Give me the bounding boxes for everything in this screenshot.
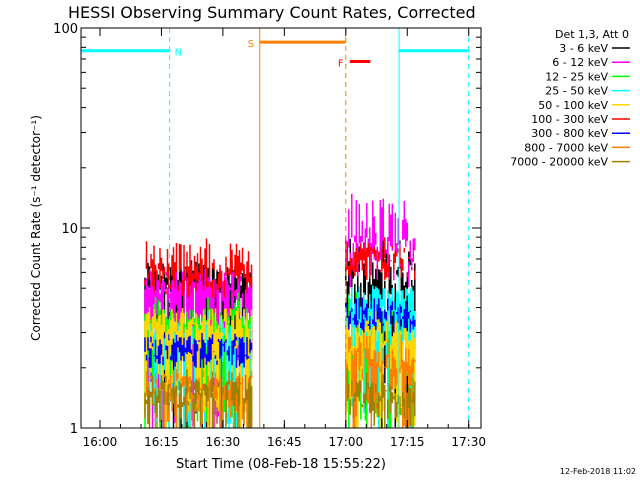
legend-label-7: 800 - 7000 keV (524, 141, 608, 154)
legend-label-3: 25 - 50 keV (545, 85, 608, 98)
x-tick-label-4: 17:00 (329, 435, 364, 449)
legend-label-8: 7000 - 20000 keV (510, 156, 608, 169)
x-tick-label-2: 16:30 (206, 435, 241, 449)
legend-label-2: 12 - 25 keV (545, 70, 608, 83)
x-tick-label-1: 16:15 (144, 435, 179, 449)
axes: 16:00 16:15 16:30 16:45 17:00 17:15 17:30 1 10 10… (53, 22, 486, 449)
series-8-segment-1 (345, 368, 416, 428)
x-tick-label-5: 17:15 (390, 435, 425, 449)
series-8-segment-0 (144, 369, 253, 428)
y-tick-label-1: 10 (61, 222, 78, 237)
series-8 (144, 368, 416, 428)
series-5 (144, 237, 416, 298)
series-4-segment-0 (144, 307, 253, 428)
x-tick-label-6: 17:30 (451, 435, 486, 449)
annotation-S: S (248, 28, 347, 428)
legend-label-1: 6 - 12 keV (552, 56, 608, 69)
legend-header: Det 1,3, Att 0 (555, 28, 629, 41)
legend-label-4: 50 - 100 keV (538, 99, 608, 112)
chart-title: HESSI Observing Summary Count Rates, Cor… (68, 3, 476, 22)
y-tick-label-2: 100 (53, 22, 78, 37)
series-5-segment-1 (345, 237, 416, 280)
annotation-S-label: S (248, 39, 254, 50)
series-6-segment-1 (345, 297, 416, 334)
legend-label-6: 300 - 800 keV (531, 127, 608, 140)
annotation-F-label: F (338, 58, 344, 69)
series-5-segment-0 (144, 238, 253, 298)
series-6 (144, 297, 416, 368)
plot-area: N S F (80, 28, 470, 428)
y-tick-label-0: 1 (70, 422, 78, 437)
legend-label-0: 3 - 6 keV (559, 42, 608, 55)
annotation-F: F (338, 58, 371, 69)
legend-label-5: 100 - 300 keV (531, 113, 608, 126)
x-tick-label-3: 16:45 (267, 435, 302, 449)
series-6-segment-0 (144, 333, 253, 368)
x-axis-label: Start Time (08-Feb-18 15:55:22) (176, 457, 386, 472)
footer-timestamp: 12-Feb-2018 11:02 (560, 467, 636, 476)
x-tick-label-0: 16:00 (83, 435, 118, 449)
y-axis-label: Corrected Count Rate (s⁻¹ detector⁻¹) (29, 115, 43, 341)
annotation-N-label: N (175, 48, 182, 59)
